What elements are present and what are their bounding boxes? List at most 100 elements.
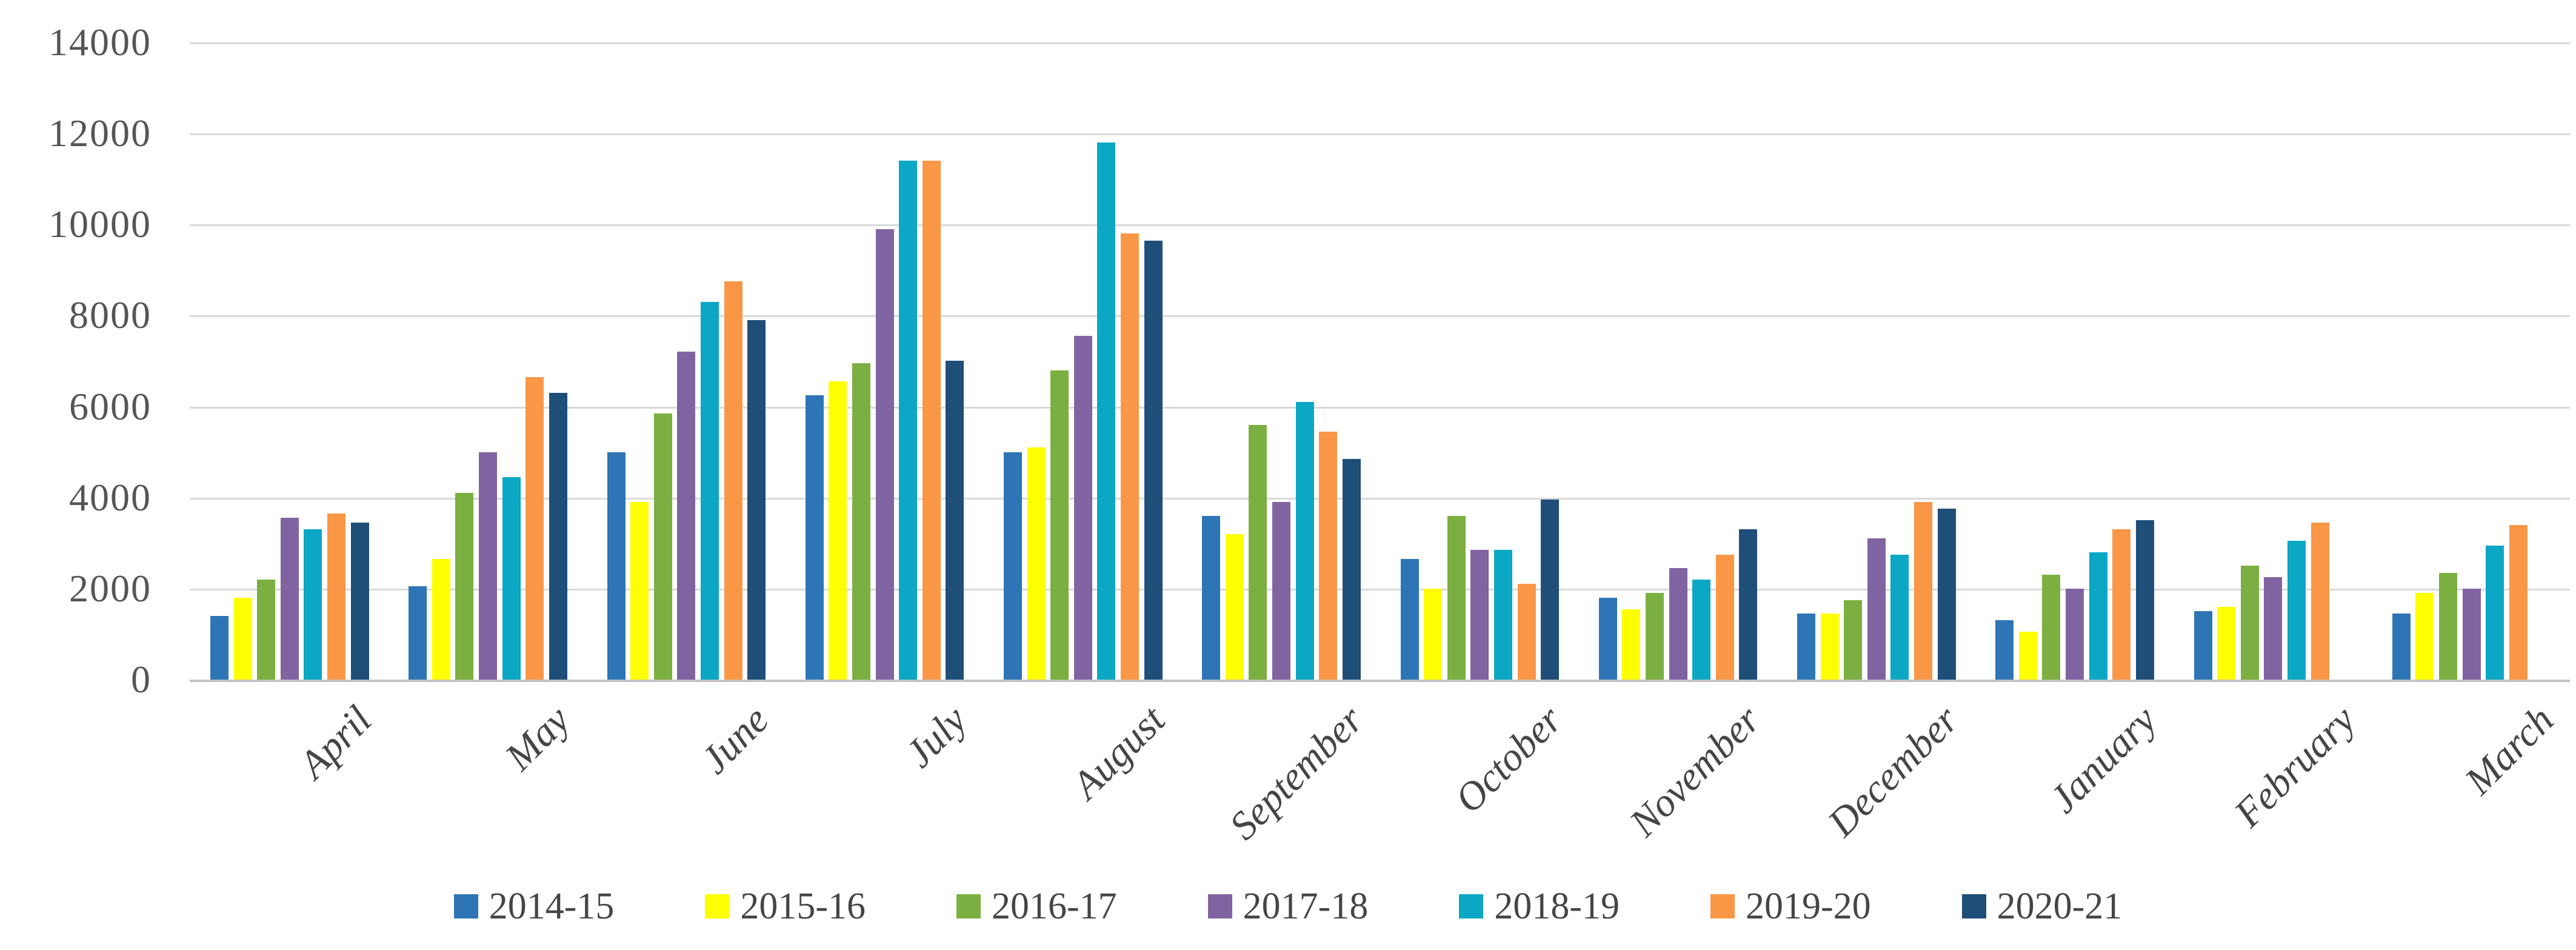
bar-2020-21-june bbox=[747, 320, 766, 680]
bar-2020-21-december bbox=[1938, 509, 1956, 680]
bar-2017-18-june bbox=[677, 352, 695, 680]
y-axis-tick-label: 10000 bbox=[48, 202, 152, 246]
legend-item-2020-21: 2020-21 bbox=[1961, 886, 2123, 927]
bar-2019-20-december bbox=[1914, 502, 1932, 680]
bar-2016-17-april bbox=[257, 580, 275, 680]
bar-2020-21-january bbox=[2136, 520, 2154, 680]
bar-2020-21-july bbox=[946, 361, 964, 680]
bar-2018-19-september bbox=[1296, 402, 1314, 680]
bar-2017-18-november bbox=[1669, 568, 1687, 680]
bar-2020-21-november bbox=[1739, 529, 1757, 680]
chart-legend: 2014-15 2015-16 2016-17 2017-18 2018-19 2019-… bbox=[0, 886, 2576, 926]
bar-2020-21-may bbox=[549, 393, 567, 680]
bar-2019-20-july bbox=[923, 161, 941, 680]
bar-2014-15-november bbox=[1599, 598, 1617, 680]
bar-2016-17-june bbox=[654, 413, 672, 680]
bar-2019-20-april bbox=[327, 513, 345, 680]
bar-2017-18-august bbox=[1074, 336, 1092, 680]
legend-swatch-icon bbox=[1459, 894, 1484, 918]
bar-2018-19-august bbox=[1097, 142, 1115, 680]
legend-item-2019-20: 2019-20 bbox=[1710, 886, 1871, 926]
bar-2016-17-march bbox=[2439, 573, 2457, 680]
bar-2016-17-january bbox=[2042, 575, 2060, 680]
gridline-6000 bbox=[190, 407, 2570, 409]
bar-2020-21-october bbox=[1541, 500, 1559, 680]
bar-2018-19-february bbox=[2287, 541, 2306, 680]
bar-2014-15-may bbox=[409, 586, 427, 680]
legend-swatch-icon bbox=[1961, 894, 1986, 918]
bar-2016-17-february bbox=[2241, 566, 2259, 680]
gridline-12000 bbox=[190, 133, 2570, 135]
gridline-2000 bbox=[190, 589, 2570, 590]
y-axis-tick-label: 6000 bbox=[69, 385, 152, 428]
bar-2017-18-april bbox=[281, 518, 299, 680]
bar-2018-19-december bbox=[1890, 555, 1909, 680]
bar-2015-16-march bbox=[2415, 593, 2434, 680]
bar-2018-19-march bbox=[2486, 546, 2504, 680]
bar-2017-18-march bbox=[2463, 589, 2481, 680]
legend-swatch-icon bbox=[1710, 894, 1735, 918]
bar-2018-19-november bbox=[1692, 580, 1710, 680]
bar-2020-21-april bbox=[351, 523, 369, 680]
bar-2016-17-november bbox=[1646, 593, 1664, 680]
bar-2017-18-july bbox=[876, 229, 894, 680]
legend-item-2014-15: 2014-15 bbox=[453, 886, 615, 927]
bar-2014-15-august bbox=[1004, 452, 1022, 680]
gridline-4000 bbox=[190, 498, 2570, 500]
bar-2015-16-october bbox=[1424, 589, 1442, 680]
bar-2018-19-june bbox=[701, 302, 719, 680]
bar-2015-16-april bbox=[234, 598, 252, 680]
bar-2017-18-may bbox=[479, 452, 497, 680]
y-axis-tick-label: 2000 bbox=[69, 567, 152, 610]
bar-2019-20-september bbox=[1319, 432, 1337, 680]
y-axis-tick-label: 8000 bbox=[69, 293, 152, 336]
legend-label: 2019-20 bbox=[1745, 886, 1871, 927]
bar-2020-21-september bbox=[1343, 459, 1361, 680]
bar-2015-16-may bbox=[432, 559, 450, 680]
bar-2018-19-january bbox=[2089, 552, 2107, 680]
bar-2015-16-july bbox=[829, 381, 847, 680]
legend-item-2016-17: 2016-17 bbox=[956, 886, 1117, 926]
y-axis-tick-label: 12000 bbox=[48, 112, 152, 155]
bar-2018-19-april bbox=[304, 529, 322, 680]
bar-2019-20-february bbox=[2311, 523, 2329, 680]
bar-2015-16-november bbox=[1622, 609, 1640, 680]
bar-2016-17-may bbox=[455, 493, 473, 680]
legend-swatch-icon bbox=[1207, 894, 1232, 918]
bar-2015-16-september bbox=[1226, 534, 1244, 680]
bar-2014-15-september bbox=[1202, 516, 1220, 680]
bar-2014-15-january bbox=[1995, 620, 2014, 680]
legend-label: 2017-18 bbox=[1243, 886, 1369, 927]
bar-2017-18-october bbox=[1470, 550, 1489, 680]
bar-2015-16-december bbox=[1821, 614, 1839, 680]
bar-2014-15-october bbox=[1401, 559, 1419, 680]
bar-2017-18-february bbox=[2264, 577, 2282, 680]
legend-label: 2016-17 bbox=[992, 886, 1117, 927]
bar-2016-17-october bbox=[1447, 516, 1466, 680]
bar-2019-20-january bbox=[2112, 529, 2131, 680]
bar-2014-15-march bbox=[2392, 614, 2411, 680]
bar-2019-20-august bbox=[1121, 233, 1139, 680]
bar-2014-15-june bbox=[607, 452, 626, 680]
bar-2019-20-march bbox=[2509, 525, 2528, 680]
bar-2014-15-december bbox=[1797, 614, 1815, 680]
bar-2015-16-january bbox=[2019, 632, 2037, 680]
bar-2017-18-january bbox=[2066, 589, 2084, 680]
gridline-14000 bbox=[190, 42, 2570, 44]
legend-item-2017-18: 2017-18 bbox=[1207, 886, 1369, 927]
bar-2015-16-june bbox=[630, 502, 649, 680]
bar-2014-15-february bbox=[2194, 611, 2212, 680]
bar-2014-15-april bbox=[210, 616, 229, 680]
bar-2017-18-december bbox=[1867, 538, 1886, 680]
y-axis-tick-label: 4000 bbox=[69, 476, 152, 519]
legend-label: 2015-16 bbox=[740, 886, 866, 927]
bar-2020-21-august bbox=[1144, 241, 1163, 680]
bar-2015-16-august bbox=[1027, 447, 1046, 680]
bar-2015-16-february bbox=[2217, 607, 2235, 680]
legend-label: 2014-15 bbox=[489, 886, 615, 927]
bar-2018-19-may bbox=[502, 477, 521, 680]
legend-label: 2020-21 bbox=[1997, 886, 2123, 927]
legend-label: 2018-19 bbox=[1494, 886, 1620, 927]
bar-2019-20-november bbox=[1716, 555, 1734, 680]
